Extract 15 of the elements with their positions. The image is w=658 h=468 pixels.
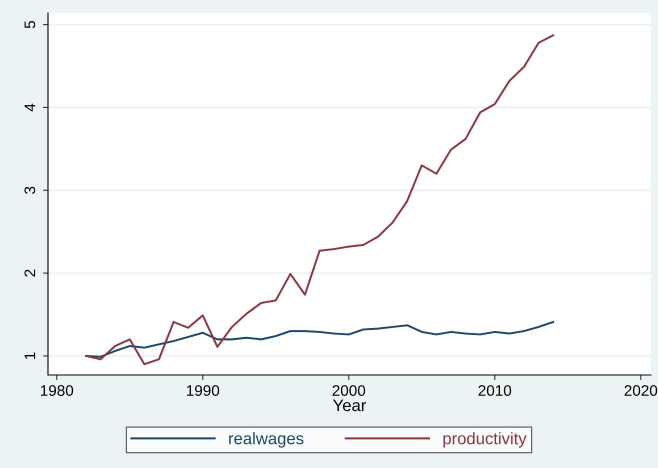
x-tick-label: 2010: [478, 385, 512, 396]
y-tick-label: 2: [24, 270, 36, 277]
y-tick-label: 4: [24, 104, 36, 112]
line-series: [84, 34, 554, 366]
text: realwages: [229, 432, 304, 448]
y-tick-label: 3: [24, 186, 36, 194]
text: productivity: [443, 432, 527, 448]
line-series: [84, 321, 554, 358]
y-tick-label: 1: [24, 352, 36, 360]
x-tick-label: 1990: [186, 385, 220, 396]
y-tick-label: 5: [24, 20, 36, 28]
x-tick-label: 2020: [624, 385, 658, 396]
x-tick-label: 2000: [332, 385, 366, 396]
x-axis-title: Year: [333, 400, 366, 412]
x-tick-label: 1980: [40, 385, 74, 396]
